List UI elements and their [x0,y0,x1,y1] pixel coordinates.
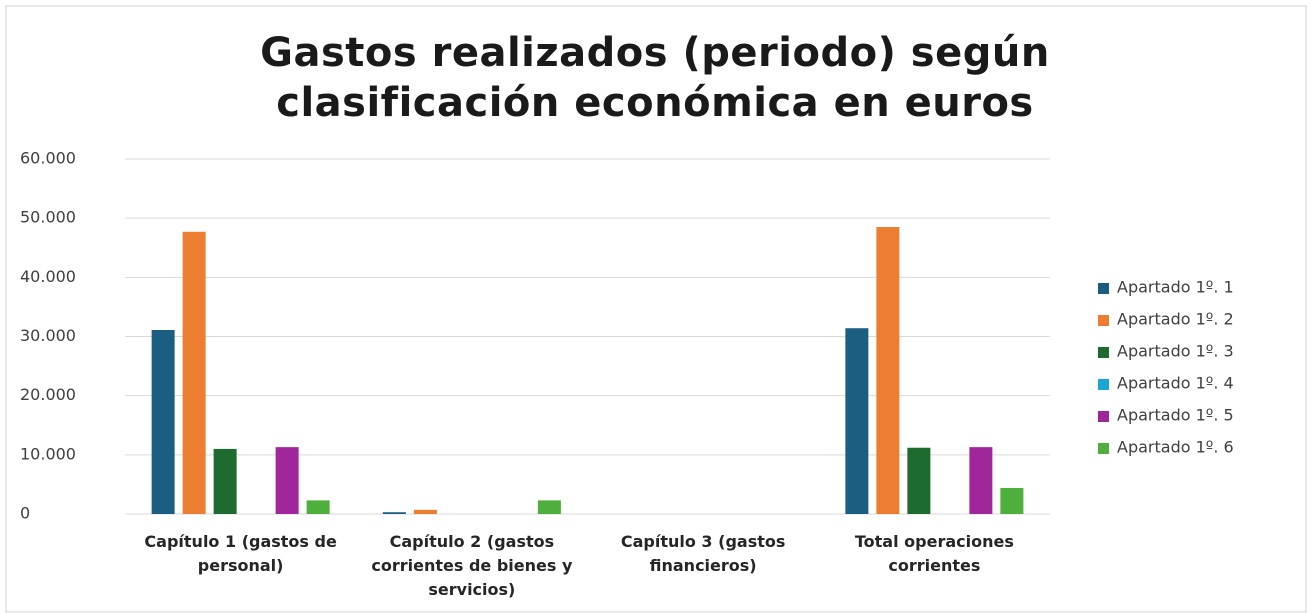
legend-swatch [1098,315,1109,326]
bar [1000,487,1024,514]
legend-label: Apartado 1º. 2 [1117,310,1234,329]
chart-title: Gastos realizados (periodo) según clasif… [260,30,1050,126]
y-tick-label: 50.000 [20,208,76,227]
x-tick-label: Capítulo 2 (gastos corrientes de bienes … [371,532,573,599]
x-tick-label: Capítulo 1 (gastos de personal) [144,532,337,575]
bar [275,447,299,514]
bar [151,329,175,514]
legend-label: Apartado 1º. 1 [1117,278,1234,297]
legend-swatch [1098,283,1109,294]
legend-swatch [1098,411,1109,422]
bar [969,447,993,514]
bar [413,509,437,514]
y-tick-label: 40.000 [20,267,76,286]
legend-label: Apartado 1º. 6 [1117,438,1234,457]
bar [306,500,330,514]
y-tick-label: 10.000 [20,444,76,463]
y-tick-label: 60.000 [20,149,76,168]
bar [845,328,869,514]
legend-label: Apartado 1º. 4 [1117,374,1234,393]
legend-swatch [1098,379,1109,390]
bar [876,227,900,514]
legend-label: Apartado 1º. 3 [1117,342,1234,361]
x-tick-label: Capítulo 3 (gastos financieros) [620,532,786,575]
legend-swatch [1098,347,1109,358]
y-tick-label: 30.000 [20,326,76,345]
bar [907,447,931,514]
y-tick-label: 20.000 [20,385,76,404]
legend-label: Apartado 1º. 5 [1117,406,1234,425]
bar [213,448,237,514]
bar [182,231,206,514]
y-tick-label: 0 [20,504,30,523]
bar [537,500,561,514]
chart-border [5,5,1307,613]
bar [382,512,406,514]
legend-swatch [1098,443,1109,454]
x-tick-label: Total operaciones corrientes [854,532,1014,575]
